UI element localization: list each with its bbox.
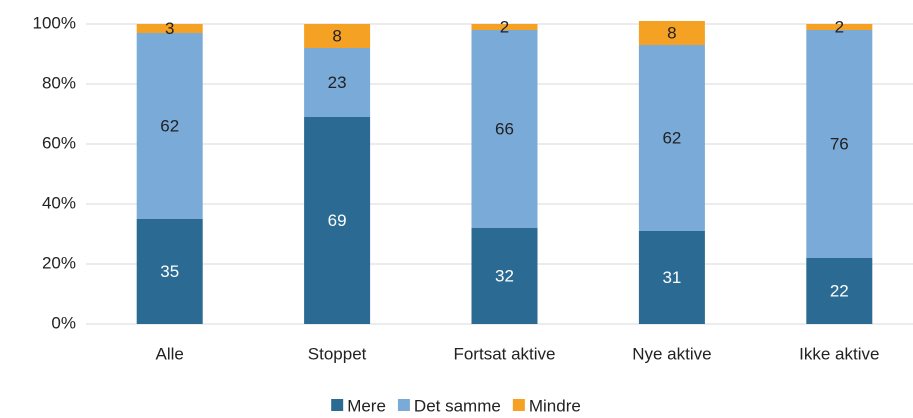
bar-segment [304, 48, 371, 117]
bar-segment [304, 24, 371, 48]
x-tick-label: Nye aktive [632, 344, 711, 363]
x-tick-label: Fortsat aktive [453, 344, 555, 363]
data-label: 76 [830, 134, 849, 153]
data-label: 66 [495, 119, 514, 138]
data-label: 62 [662, 128, 681, 147]
legend-swatch [512, 399, 525, 411]
legend-label: Mere [347, 396, 386, 415]
data-label: 35 [160, 262, 179, 281]
bar-segment [806, 24, 873, 30]
data-label: 2 [500, 17, 509, 36]
bar-segment [136, 33, 203, 219]
y-tick-label: 80% [42, 73, 76, 92]
y-tick-label: 20% [42, 253, 76, 272]
bar-segment [638, 45, 705, 231]
y-tick-label: 100% [33, 13, 76, 32]
data-label: 23 [328, 73, 347, 92]
bar-segment [638, 231, 705, 324]
bar-segment [471, 228, 538, 324]
bar-segment [806, 258, 873, 324]
bar-segment [136, 24, 203, 33]
data-label: 8 [667, 23, 676, 42]
data-label: 69 [328, 211, 347, 230]
x-tick-label: Ikke aktive [799, 344, 879, 363]
x-tick-label: Alle [156, 344, 184, 363]
data-label: 31 [662, 268, 681, 287]
data-label: 32 [495, 266, 514, 285]
y-tick-label: 0% [51, 313, 76, 332]
bar-segment [471, 30, 538, 228]
bar-segment [136, 219, 203, 324]
x-tick-label: Stoppet [308, 344, 367, 363]
bar-segment [304, 117, 371, 324]
data-label: 3 [165, 19, 174, 38]
bar-segment [471, 24, 538, 30]
y-tick-label: 60% [42, 133, 76, 152]
legend-swatch [331, 399, 344, 411]
legend-swatch [397, 399, 410, 411]
legend-label: Det samme [414, 396, 501, 415]
data-label: 22 [830, 281, 849, 300]
bar-segment [638, 21, 705, 45]
data-label: 62 [160, 116, 179, 135]
bar-segment [806, 30, 873, 258]
legend-label: Mindre [529, 396, 581, 415]
y-tick-label: 40% [42, 193, 76, 212]
data-label: 2 [835, 17, 844, 36]
data-label: 8 [332, 26, 341, 45]
